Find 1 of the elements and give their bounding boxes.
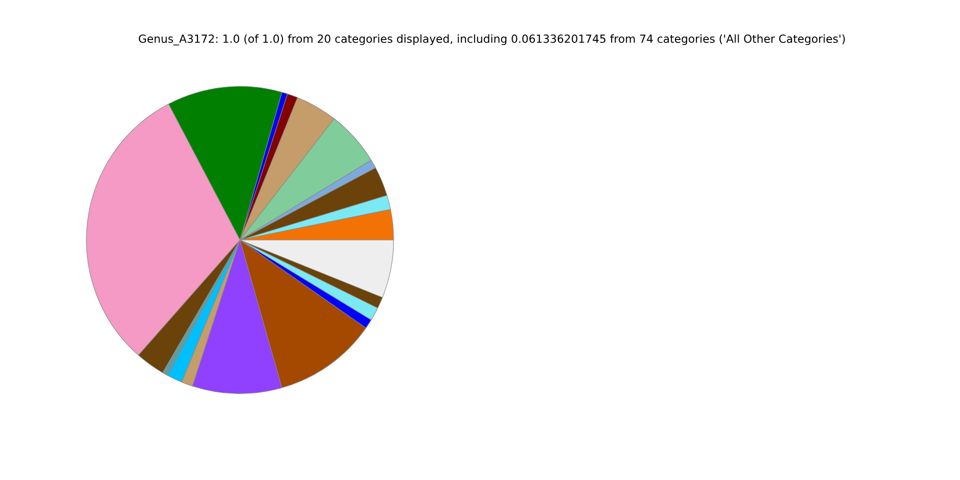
text: Genus_A3172: 1.0 (of 1.0) from 20 categories displayed, including 0.061336201745 from 74 categories ('All Other Categories') [138,34,845,46]
